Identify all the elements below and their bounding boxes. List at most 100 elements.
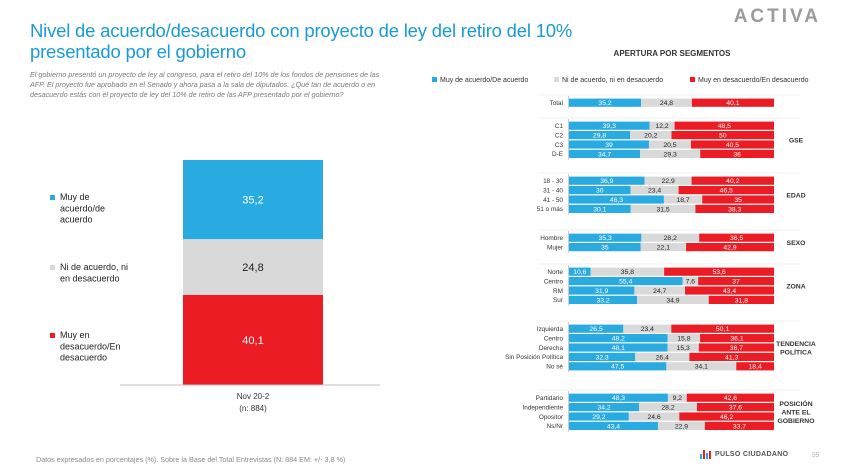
segment-data-label: 22,1 — [657, 245, 670, 252]
segment-bar — [569, 98, 642, 107]
segment-bar — [736, 362, 774, 371]
segment-data-label: 28,2 — [664, 235, 677, 242]
segments-legend-label: Muy en desacuerdo/En desacuerdo — [698, 77, 809, 84]
page-title: Nivel de acuerdo/desacuerdo con proyecto… — [30, 20, 573, 62]
row-label: C1 — [555, 123, 564, 130]
segment-bar — [641, 98, 692, 107]
segment-bar — [691, 176, 774, 185]
segment-bar — [674, 121, 774, 130]
segments-legend-label: Muy de acuerdo/De acuerdo — [440, 77, 528, 84]
segment-bar — [699, 233, 774, 242]
segment-data-label: 48,1 — [612, 345, 625, 352]
row-label: No sé — [546, 364, 563, 371]
segment-data-label: 43,4 — [607, 423, 620, 430]
segment-bar — [569, 403, 640, 412]
segment-data-label: 38,3 — [728, 206, 741, 213]
segment-bar — [634, 286, 686, 295]
row-label: Derecha — [539, 345, 564, 352]
segment-bar — [679, 412, 774, 421]
segment-bar — [569, 324, 624, 333]
segment-bar — [695, 204, 774, 213]
segment-bar — [690, 140, 774, 149]
total-bar-segment-2 — [183, 294, 323, 385]
segment-bar — [678, 186, 774, 195]
segment-bar — [569, 186, 631, 195]
segment-bar — [657, 421, 705, 430]
segment-bar — [640, 149, 701, 158]
segment-bar — [686, 393, 774, 402]
segment-data-label: 48,2 — [612, 336, 625, 343]
segment-bar — [644, 176, 692, 185]
segment-data-label: 30,1 — [593, 206, 606, 213]
row-label: Sur — [553, 297, 564, 304]
segment-bar — [702, 195, 774, 204]
segment-data-label: 40,1 — [726, 100, 739, 107]
segment-data-label: 23,4 — [648, 188, 661, 195]
legend-swatch — [50, 333, 55, 338]
segment-bar — [569, 277, 683, 286]
segment-data-label: 36,5 — [730, 235, 743, 242]
segment-data-label: 15,8 — [677, 336, 690, 343]
pulso-bars-icon — [700, 450, 711, 459]
segment-data-label: 53,6 — [712, 269, 725, 276]
row-label: 51 o más — [537, 206, 563, 213]
segment-data-label: 26,4 — [656, 354, 669, 361]
group-label: EDAD — [786, 192, 805, 199]
segment-data-label: 22,9 — [675, 423, 688, 430]
segment-bar — [628, 412, 680, 421]
row-label: D-E — [552, 151, 563, 158]
row-label: Centro — [544, 278, 564, 285]
segment-data-label: 42,6 — [724, 395, 737, 402]
segment-data-label: 40,2 — [726, 178, 739, 185]
page-number: 55 — [812, 452, 820, 459]
segment-data-label: 36,9 — [600, 178, 613, 185]
segment-bar — [569, 267, 591, 276]
legend-label: Muy en desacuerdo/En desacuerdo — [60, 330, 121, 363]
segment-bar — [667, 334, 701, 343]
segment-bar — [569, 243, 641, 252]
question-description: El gobierno presentó un proyecto de ley … — [30, 70, 380, 99]
row-label: C2 — [555, 132, 564, 139]
segment-bar — [569, 286, 635, 295]
segment-data-label: 39 — [605, 142, 613, 149]
segment-data-label: 35 — [601, 245, 609, 252]
pulso-ciudadano-logo: PULSO CIUDADANO — [700, 450, 788, 459]
segments-title: APERTURA POR SEGMENTOS — [614, 49, 732, 58]
segment-bar — [649, 121, 675, 130]
segment-data-label: 36,7 — [730, 345, 743, 352]
segment-data-label: 30 — [596, 188, 604, 195]
segment-bar — [689, 352, 774, 361]
segment-bar — [569, 334, 668, 343]
segment-data-label: 35 — [734, 197, 742, 204]
segment-data-label: 50,1 — [716, 326, 729, 333]
segment-bar — [630, 204, 696, 213]
pulso-logo-text: PULSO CIUDADANO — [715, 451, 789, 458]
segment-data-label: 46,2 — [720, 414, 733, 421]
row-label: Partidario — [536, 395, 564, 402]
segment-bar — [569, 176, 645, 185]
segment-bar — [569, 121, 650, 130]
segment-data-label: 46,3 — [610, 197, 623, 204]
segments-legend-swatch — [554, 77, 559, 82]
segment-data-label: 31,5 — [656, 206, 669, 213]
segment-data-label: 24,8 — [660, 100, 673, 107]
row-label: Izquierda — [537, 326, 564, 333]
segment-data-label: 24,6 — [647, 414, 660, 421]
segments-legend-swatch — [432, 77, 437, 82]
segment-data-label: 9,2 — [673, 395, 683, 402]
segment-data-label: 55,4 — [619, 279, 632, 286]
segment-data-label: 29,2 — [592, 414, 605, 421]
segment-data-label: 40,5 — [726, 142, 739, 149]
segment-data-label: 41,3 — [725, 354, 738, 361]
row-label: 41 - 50 — [543, 197, 563, 204]
segment-data-label: 34,9 — [666, 297, 679, 304]
segment-data-label: 37,6 — [729, 405, 742, 412]
row-label: Hombre — [540, 235, 563, 242]
row-label: Centro — [544, 335, 564, 342]
x-tick-label: Nov 20-2 — [237, 392, 270, 401]
segment-data-label: 39,3 — [603, 123, 616, 130]
segment-data-label: 15,3 — [677, 345, 690, 352]
segment-data-label: 42,9 — [723, 245, 736, 252]
segment-data-label: 36,1 — [730, 336, 743, 343]
